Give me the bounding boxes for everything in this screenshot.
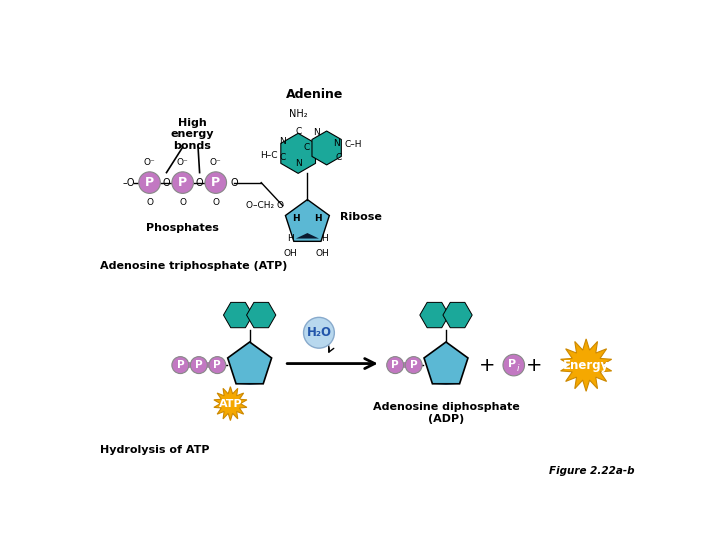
Text: +: + <box>479 356 495 375</box>
Text: N: N <box>294 159 302 168</box>
Polygon shape <box>424 342 468 384</box>
Text: O: O <box>212 198 220 207</box>
Text: O⁻: O⁻ <box>144 158 156 167</box>
Text: H₂O: H₂O <box>307 326 331 339</box>
Text: P: P <box>145 176 154 189</box>
Text: C: C <box>304 144 310 152</box>
Circle shape <box>172 356 189 374</box>
Text: H–C: H–C <box>260 151 278 160</box>
Text: H: H <box>287 233 294 242</box>
Circle shape <box>387 356 404 374</box>
Text: O: O <box>230 178 238 187</box>
Text: Phosphates: Phosphates <box>145 222 219 233</box>
Text: ATP: ATP <box>219 399 242 409</box>
Polygon shape <box>561 339 612 392</box>
Text: C–H: C–H <box>345 140 362 150</box>
Text: Ribose: Ribose <box>340 212 382 222</box>
Text: O: O <box>179 198 186 207</box>
Text: –O: –O <box>122 178 135 187</box>
Text: Figure 2.22a-b: Figure 2.22a-b <box>549 467 634 476</box>
Text: C: C <box>279 153 286 161</box>
Text: N: N <box>279 137 286 146</box>
Text: C: C <box>295 127 301 136</box>
Polygon shape <box>246 302 276 328</box>
Circle shape <box>172 172 194 193</box>
Text: O–CH₂ O: O–CH₂ O <box>246 201 284 210</box>
Text: Adenine: Adenine <box>287 88 343 101</box>
Polygon shape <box>420 302 449 328</box>
Text: NH₂: NH₂ <box>289 110 307 119</box>
Text: P: P <box>410 360 418 370</box>
Polygon shape <box>228 342 271 384</box>
Circle shape <box>503 354 525 376</box>
Text: High
energy
bonds: High energy bonds <box>170 118 214 151</box>
Text: OH: OH <box>316 249 330 258</box>
Polygon shape <box>214 387 247 421</box>
Circle shape <box>209 356 226 374</box>
Text: Adenosine diphosphate
(ADP): Adenosine diphosphate (ADP) <box>373 402 519 424</box>
Text: H: H <box>321 233 328 242</box>
Circle shape <box>190 356 207 374</box>
Polygon shape <box>312 131 341 165</box>
Text: O⁻: O⁻ <box>177 158 189 167</box>
Polygon shape <box>443 302 472 328</box>
Polygon shape <box>296 233 319 239</box>
Text: P: P <box>176 360 184 370</box>
Text: P: P <box>392 360 399 370</box>
Text: H: H <box>315 214 322 224</box>
Circle shape <box>205 172 227 193</box>
Text: O⁻: O⁻ <box>210 158 222 167</box>
Text: P: P <box>178 176 187 189</box>
Text: +: + <box>526 356 543 375</box>
Text: O: O <box>146 198 153 207</box>
Polygon shape <box>285 200 329 241</box>
Circle shape <box>304 318 334 348</box>
Text: H: H <box>292 214 300 224</box>
Text: C: C <box>335 153 341 161</box>
Text: Adenosine triphosphate (ATP): Adenosine triphosphate (ATP) <box>99 261 287 271</box>
Polygon shape <box>281 133 315 173</box>
Text: i: i <box>517 363 520 373</box>
Circle shape <box>139 172 161 193</box>
Text: P: P <box>508 359 516 369</box>
Text: Hydrolysis of ATP: Hydrolysis of ATP <box>99 445 209 455</box>
Text: N: N <box>333 139 340 148</box>
Text: O: O <box>163 178 171 187</box>
Circle shape <box>405 356 422 374</box>
Text: P: P <box>214 360 221 370</box>
Text: P: P <box>195 360 202 370</box>
Text: Energy: Energy <box>563 359 609 372</box>
Text: O: O <box>196 178 204 187</box>
Text: N: N <box>313 128 320 137</box>
Text: OH: OH <box>284 249 297 258</box>
Text: P: P <box>211 176 220 189</box>
Polygon shape <box>223 302 253 328</box>
